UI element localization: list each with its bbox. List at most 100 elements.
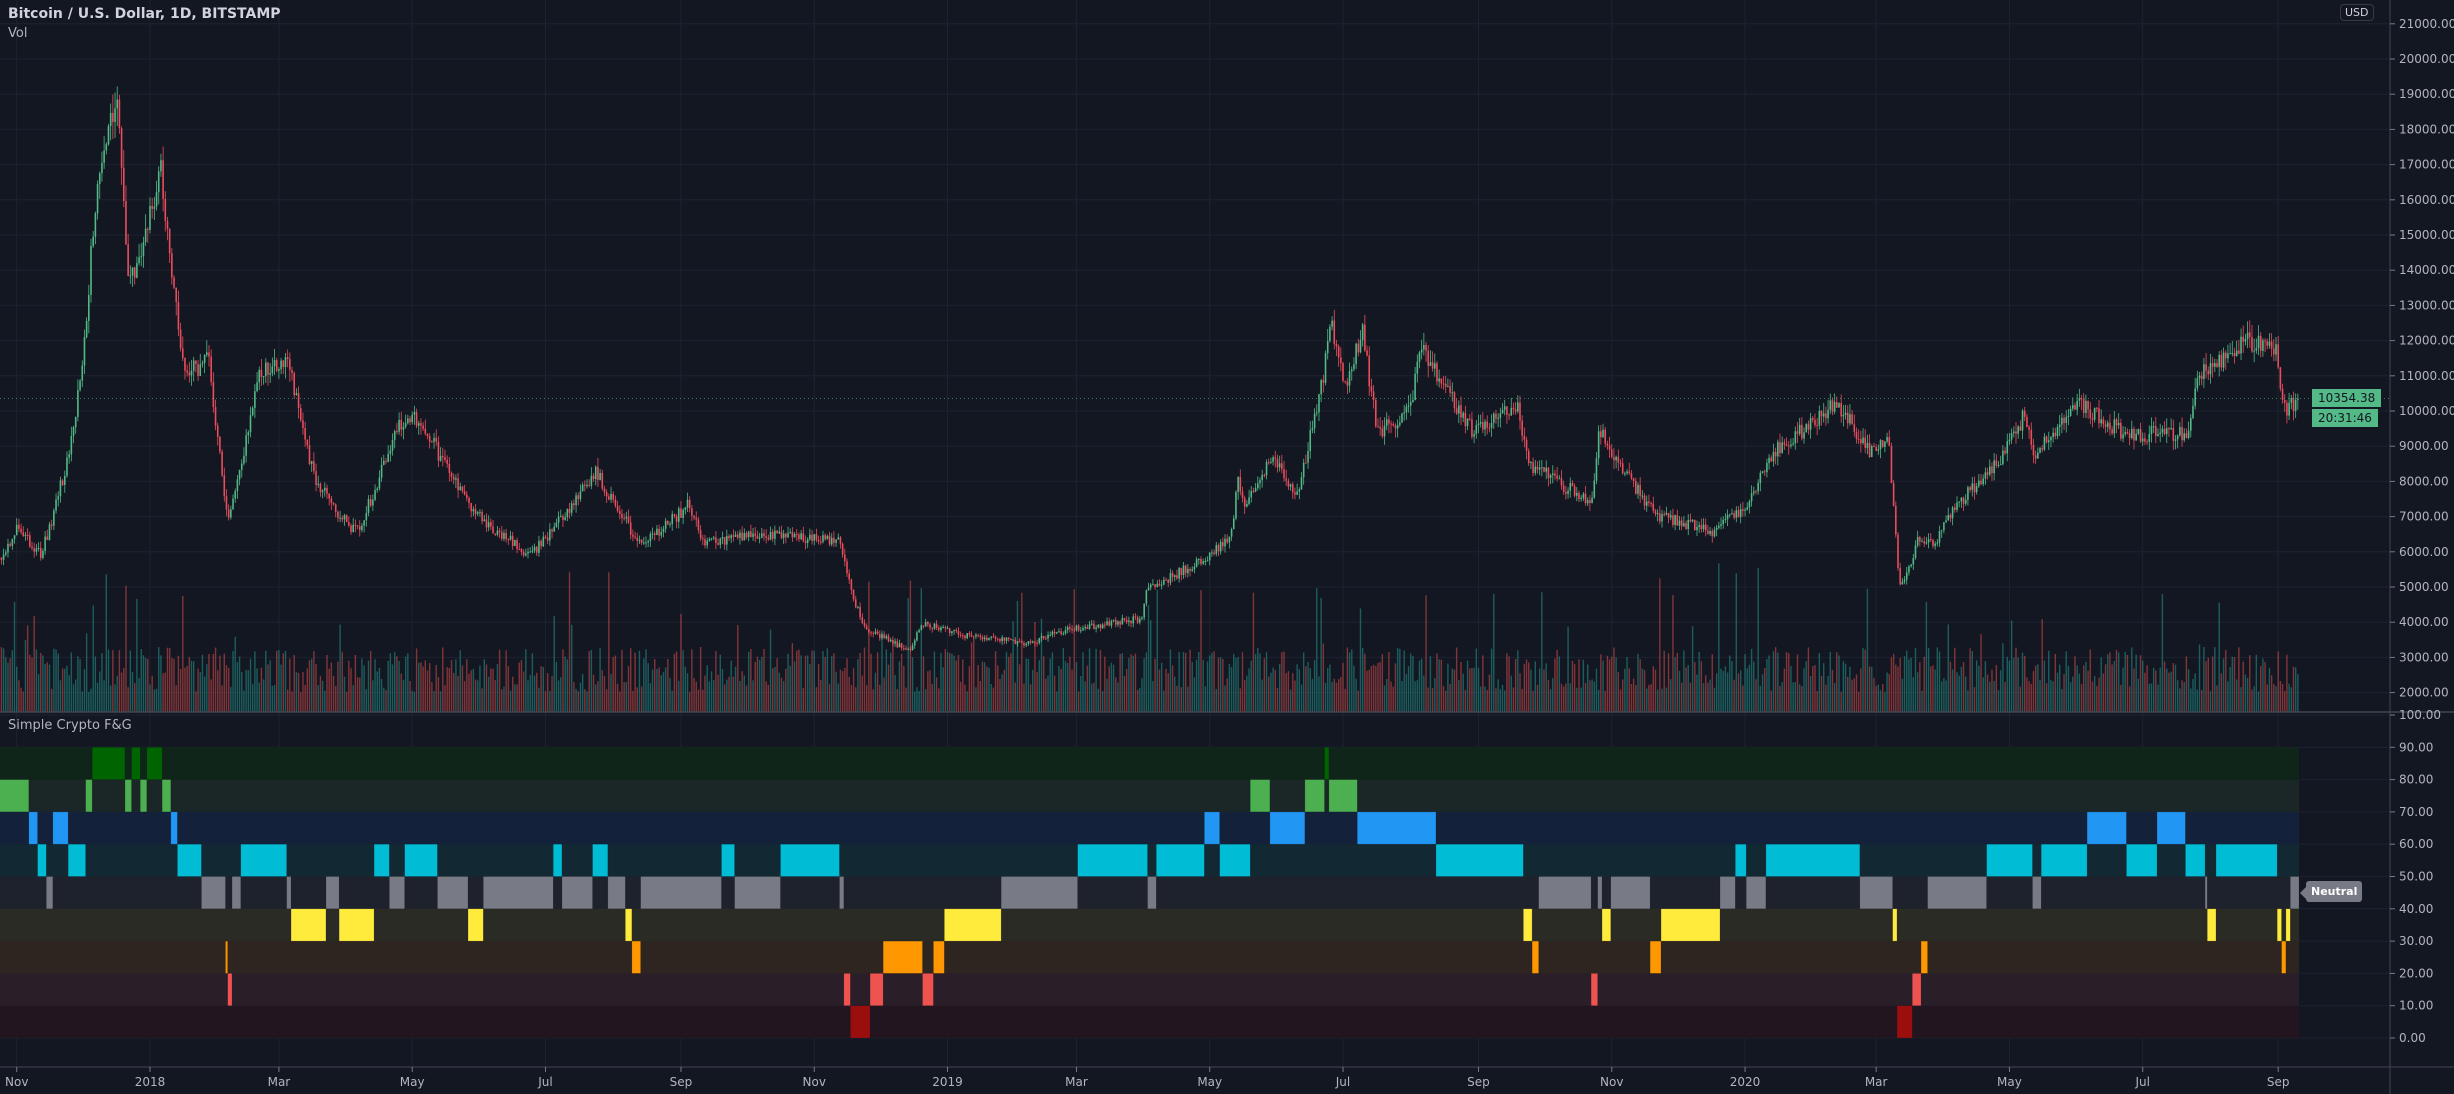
volume-legend[interactable]: Vol: [8, 26, 28, 41]
candle-up: [2257, 335, 2260, 349]
candle-up: [1497, 418, 1499, 420]
candle-down: [702, 538, 704, 540]
candle-down: [147, 228, 149, 230]
volume-bar: [2279, 681, 2282, 712]
volume-bar: [332, 675, 335, 712]
candle-down: [120, 128, 123, 168]
candle-down: [540, 540, 542, 547]
candle-up: [924, 622, 927, 627]
fng-value-bar: [1745, 876, 1767, 910]
volume-bar: [394, 652, 396, 712]
candle-up: [1879, 440, 1882, 450]
candle-down: [948, 628, 951, 634]
candle-up: [2218, 354, 2220, 367]
volume-bar: [645, 649, 647, 712]
candle-up: [1849, 414, 1851, 424]
candle-up: [2078, 398, 2081, 401]
volume-bar: [1938, 651, 1941, 712]
candle-down: [260, 369, 263, 378]
volume-bar: [1989, 681, 1991, 712]
volume-bar: [702, 689, 704, 712]
symbol-title[interactable]: Bitcoin / U.S. Dollar, 1D, BITSTAMP: [8, 6, 281, 22]
candle-up: [647, 541, 649, 543]
volume-bar: [1060, 669, 1062, 712]
volume-bar: [2093, 676, 2096, 712]
volume-bar: [505, 650, 507, 712]
fng-value-bar: [1249, 779, 1271, 813]
volume-bar: [1460, 662, 1462, 712]
fng-value-bar: [201, 876, 226, 910]
volume-bar: [507, 666, 510, 712]
candle-down: [785, 533, 787, 538]
candle-up: [1320, 380, 1322, 395]
volume-bar: [40, 652, 42, 712]
candle-up: [107, 126, 110, 145]
volume-bar: [1504, 690, 1506, 712]
time-axis-label: Jul: [537, 1075, 552, 1089]
candle-down: [844, 554, 846, 562]
candle-up: [2130, 428, 2133, 439]
fng-value-bar: [177, 843, 202, 877]
volume-bar: [431, 682, 433, 712]
candle-down: [1003, 637, 1006, 641]
currency-button[interactable]: USD: [2340, 4, 2374, 21]
volume-bar: [999, 679, 1001, 712]
volume-bar: [1283, 651, 1285, 712]
volume-bar: [863, 647, 866, 712]
candle-down: [741, 532, 743, 541]
volume-bar: [190, 660, 193, 712]
candle-up: [1265, 462, 1268, 476]
fng-value-bar: [1610, 876, 1651, 910]
candle-down: [848, 573, 850, 580]
candle-up: [2052, 432, 2054, 438]
candle-up: [2231, 353, 2234, 355]
candle-up: [503, 532, 505, 539]
volume-bar: [1407, 666, 1410, 712]
indicator-title[interactable]: Simple Crypto F&G: [8, 718, 132, 733]
volume-bar: [1656, 689, 1659, 712]
volume-bar: [2107, 654, 2109, 712]
volume-bar: [610, 674, 612, 712]
candle-down: [1571, 482, 1574, 487]
candle-up: [271, 366, 274, 374]
candle-down: [2251, 336, 2253, 352]
candle-down: [2004, 450, 2006, 454]
candle-up: [114, 108, 116, 122]
volume-bar: [1541, 592, 1543, 712]
volume-bar: [955, 660, 957, 712]
candle-down: [334, 504, 337, 512]
candle-up: [1624, 473, 1626, 475]
volume-bar: [1805, 661, 1807, 712]
volume-bar: [463, 681, 466, 712]
candle-up: [1833, 402, 1836, 412]
candle-down: [2026, 416, 2028, 427]
candle-down: [1919, 537, 1921, 542]
volume-bar: [1576, 687, 1578, 712]
time-axis-label: Mar: [1065, 1075, 1088, 1089]
volume-bar: [1340, 677, 1342, 712]
bar-countdown-label: 20:31:46: [2312, 409, 2378, 427]
candle-up: [402, 426, 405, 430]
volume-bar: [1167, 673, 1169, 712]
candle-down: [299, 408, 302, 421]
fng-value-bar: [721, 843, 735, 877]
candle-down: [61, 480, 64, 485]
volume-bar: [1348, 652, 1351, 712]
fng-value-bar: [1077, 843, 1148, 877]
candle-down: [1045, 638, 1047, 640]
volume-bar: [217, 670, 219, 712]
volume-bar: [1420, 658, 1423, 712]
candle-up: [1901, 581, 1904, 585]
candle-up: [1912, 558, 1915, 565]
candle-down: [892, 639, 894, 644]
candle-up: [92, 236, 94, 246]
volume-bar: [828, 684, 831, 712]
volume-bar: [1473, 667, 1475, 712]
volume-bar: [907, 598, 909, 712]
volume-bar: [96, 682, 99, 712]
fng-value-bar: [0, 779, 30, 813]
candle-up: [1827, 409, 1829, 419]
candle-up: [1956, 502, 1958, 510]
candle-up: [66, 457, 68, 476]
